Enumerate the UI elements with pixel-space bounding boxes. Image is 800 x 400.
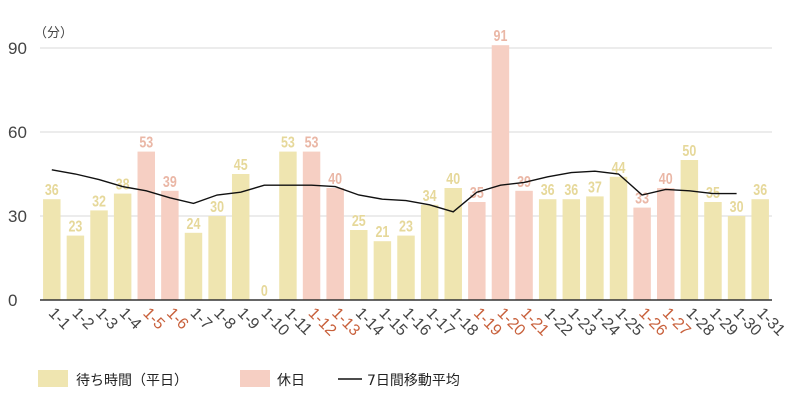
bar-value-label: 34 [423, 187, 437, 205]
bar-value-label: 30 [730, 199, 744, 217]
y-tick-label: 0 [8, 291, 17, 310]
bar-value-label: 32 [92, 193, 106, 211]
bar-value-label: 36 [753, 182, 767, 200]
bar-value-label: 53 [305, 134, 319, 152]
bar [468, 202, 486, 300]
x-tick-label: 1-4 [116, 305, 144, 333]
bar [657, 188, 675, 300]
legend-swatch-holiday [240, 370, 270, 387]
legend-label-holiday: 休日 [277, 373, 305, 389]
bar [397, 235, 415, 300]
bar [680, 160, 699, 300]
bar-value-label: 36 [541, 182, 555, 200]
x-tick-label: 1-6 [163, 305, 191, 333]
bar [208, 216, 226, 300]
bar [350, 230, 368, 300]
legend-label-average: 7日間移動平均 [367, 373, 460, 389]
bar-value-label: 38 [116, 176, 130, 194]
bar-value-label: 33 [635, 190, 649, 208]
bar [751, 199, 769, 300]
bar [633, 207, 651, 300]
bar [231, 174, 250, 300]
legend-swatch-weekday [38, 370, 68, 387]
bar-value-label: 35 [470, 185, 484, 203]
bar-value-label: 53 [139, 134, 153, 152]
bar [538, 199, 557, 300]
x-tick-label: 1-8 [210, 305, 238, 333]
bar [491, 45, 510, 301]
x-tick-label: 1-2 [69, 305, 97, 333]
bar-value-label: 36 [564, 182, 578, 200]
bar [184, 232, 203, 300]
bar [66, 235, 85, 300]
bar [420, 204, 439, 300]
bar-value-label: 30 [210, 199, 224, 217]
x-tick-label: 1-9 [234, 305, 262, 333]
bar [137, 151, 155, 300]
bar [515, 190, 533, 300]
x-tick-label: 1-7 [187, 305, 215, 333]
y-tick-label: 60 [8, 123, 27, 142]
x-tick-label: 1-3 [92, 305, 120, 333]
y-tick-label: 90 [8, 39, 27, 58]
bar [302, 151, 321, 300]
bar-value-label: 37 [588, 179, 602, 197]
bar-value-label: 44 [612, 159, 626, 177]
bar-value-label: 0 [261, 283, 268, 301]
bar [326, 188, 344, 300]
bar-value-label: 23 [399, 218, 413, 236]
moving-average-line [51, 169, 737, 213]
bar [373, 241, 392, 300]
bar [562, 199, 581, 300]
bar [90, 210, 108, 300]
bar [279, 151, 297, 300]
bar-value-label: 50 [682, 143, 696, 161]
bar [43, 199, 61, 300]
bar [113, 193, 132, 300]
x-tick-label: 1-1 [45, 305, 73, 333]
bar [586, 196, 604, 300]
bar-value-label: 45 [234, 157, 248, 175]
bar-value-label: 53 [281, 134, 295, 152]
legend-label-weekday: 待ち時間（平日） [76, 373, 188, 389]
bar-value-label: 39 [163, 173, 177, 191]
bar [444, 188, 462, 300]
bar-value-label: 40 [659, 171, 673, 189]
bar [609, 176, 628, 300]
y-unit-label: （分） [34, 26, 73, 41]
x-tick-label: 1-5 [139, 305, 167, 333]
bar-value-label: 25 [352, 213, 366, 231]
bar-value-label: 40 [328, 171, 342, 189]
bar-value-label: 24 [187, 215, 201, 233]
bar-value-label: 36 [45, 182, 59, 200]
bar-value-label: 40 [446, 171, 460, 189]
bar-value-label: 23 [68, 218, 82, 236]
bar [704, 202, 722, 300]
bar-value-label: 21 [375, 224, 389, 242]
bar [161, 190, 179, 300]
bar-value-label: 91 [494, 28, 508, 46]
y-tick-label: 30 [8, 207, 27, 226]
bar [727, 216, 746, 300]
